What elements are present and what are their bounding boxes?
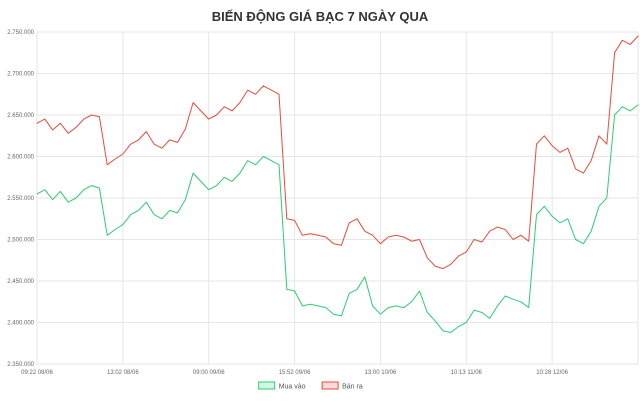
chart-title: BIẾN ĐỘNG GIÁ BẠC 7 NGÀY QUA — [211, 9, 429, 24]
x-tick-label: 10:28 12/06 — [536, 370, 568, 376]
x-tick-label: 15:52 09/06 — [279, 370, 311, 376]
y-tick-label: 2.650.000 — [7, 113, 34, 119]
x-tick-label: 10:13 11/06 — [451, 370, 483, 376]
y-tick-label: 2.550.000 — [7, 196, 34, 202]
y-tick-label: 2.600.000 — [7, 155, 34, 161]
legend-swatch — [321, 381, 339, 390]
y-tick-label: 2.750.000 — [7, 30, 34, 36]
legend-swatch — [258, 381, 276, 390]
x-tick-label: 13:02 08/06 — [107, 370, 139, 376]
y-tick-label: 2.450.000 — [7, 279, 34, 285]
y-tick-label: 2.700.000 — [7, 72, 34, 78]
legend-label: Bán ra — [342, 384, 363, 391]
series-line-b-n-ra — [36, 35, 639, 270]
x-tick-label: 09:00 09/06 — [193, 370, 225, 376]
legend-label: Mua vào — [279, 384, 306, 391]
y-tick-label: 2.350.000 — [7, 362, 34, 368]
y-tick-label: 2.400.000 — [7, 321, 34, 327]
y-tick-label: 2.500.000 — [7, 238, 34, 244]
series-line-mua-v-o — [36, 104, 639, 333]
x-tick-label: 13:00 10/06 — [365, 370, 397, 376]
x-tick-label: 09:22 08/06 — [21, 370, 53, 376]
